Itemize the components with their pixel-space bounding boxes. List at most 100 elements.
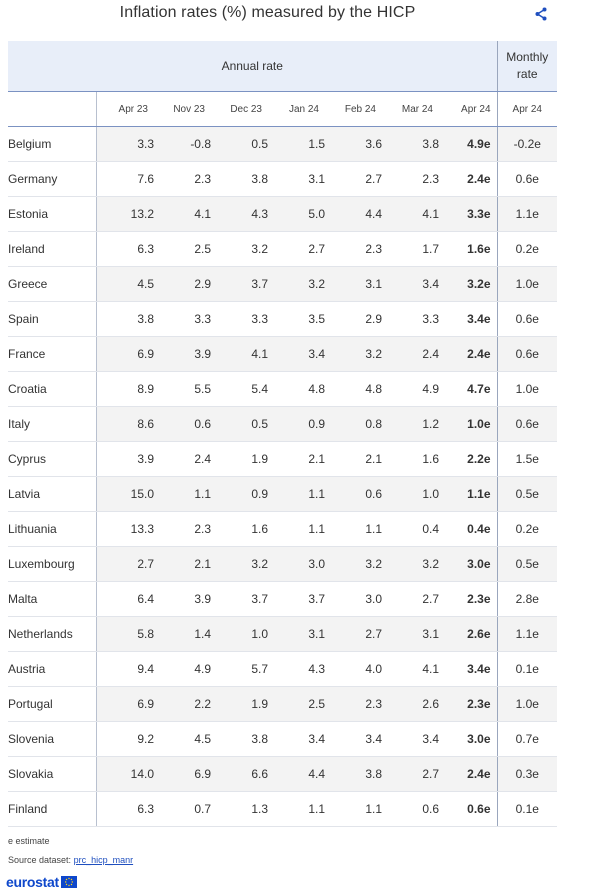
table-row: France 6.9 3.9 4.1 3.4 3.2 2.4 2.4e 0.6e bbox=[8, 336, 558, 372]
annual-rate-cell: 2.1 bbox=[268, 441, 325, 477]
annual-rate-cell: 2.3 bbox=[325, 231, 382, 267]
country-cell: Spain bbox=[8, 301, 97, 337]
table-row: Portugal 6.9 2.2 1.9 2.5 2.3 2.6 2.3e 1.0e bbox=[8, 686, 558, 722]
annual-rate-cell: 6.9 bbox=[96, 686, 154, 722]
monthly-rate-cell: 0.5e bbox=[496, 476, 558, 512]
monthly-rate-cell: 0.6e bbox=[496, 301, 558, 337]
table-row: Greece 4.5 2.9 3.7 3.2 3.1 3.4 3.2e 1.0e bbox=[8, 266, 558, 302]
monthly-rate-cell: 2.8e bbox=[496, 581, 558, 617]
share-icon[interactable] bbox=[533, 6, 549, 22]
inflation-table: Annual rate Monthly rate Apr 23 Nov 23 D… bbox=[8, 41, 558, 827]
annual-rate-cell: 3.1 bbox=[268, 616, 325, 652]
annual-rate-cell: 4.9 bbox=[382, 371, 439, 407]
table-row: Slovenia 9.2 4.5 3.8 3.4 3.4 3.4 3.0e 0.7e bbox=[8, 721, 558, 757]
annual-rate-cell: 4.1 bbox=[382, 196, 439, 232]
country-cell: Estonia bbox=[8, 196, 97, 232]
annual-rate-cell: 2.1 bbox=[325, 441, 382, 477]
source-dataset-link[interactable]: prc_hicp_manr bbox=[73, 855, 134, 865]
annual-rate-cell: 3.0e bbox=[439, 721, 498, 757]
column-header: Jan 24 bbox=[268, 91, 325, 127]
annual-rate-cell: 1.1 bbox=[268, 511, 325, 547]
annual-rate-cell: 1.1 bbox=[325, 791, 382, 827]
eurostat-logo: eurostat bbox=[6, 874, 77, 890]
annual-rate-cell: 2.9 bbox=[154, 266, 211, 302]
annual-rate-cell: 1.5 bbox=[268, 126, 325, 162]
annual-rate-cell: 1.0 bbox=[382, 476, 439, 512]
table-row: Netherlands 5.8 1.4 1.0 3.1 2.7 3.1 2.6e 1.1e bbox=[8, 616, 558, 652]
table-title: Inflation rates (%) measured by the HICP bbox=[119, 4, 416, 21]
annual-rate-cell: 6.3 bbox=[96, 791, 154, 827]
monthly-rate-cell: 0.6e bbox=[496, 161, 558, 197]
annual-rate-cell: 4.4 bbox=[325, 196, 382, 232]
column-header: Mar 24 bbox=[382, 91, 439, 127]
annual-rate-cell: 0.9 bbox=[211, 476, 268, 512]
monthly-rate-cell: 1.0e bbox=[496, 371, 558, 407]
annual-rate-cell: 3.1 bbox=[325, 266, 382, 302]
source-dataset: Source dataset: prc_hicp_manr bbox=[8, 855, 133, 865]
annual-rate-cell: 3.4 bbox=[268, 721, 325, 757]
monthly-rate-header: Monthly rate bbox=[496, 41, 558, 92]
country-cell: Netherlands bbox=[8, 616, 97, 652]
annual-rate-cell: 3.5 bbox=[268, 301, 325, 337]
annual-rate-cell: 1.1 bbox=[268, 476, 325, 512]
country-cell: Germany bbox=[8, 161, 97, 197]
annual-rate-cell: 1.6 bbox=[211, 511, 268, 547]
annual-rate-cell: 3.6 bbox=[325, 126, 382, 162]
country-cell: Portugal bbox=[8, 686, 97, 722]
table-row: Latvia 15.0 1.1 0.9 1.1 0.6 1.0 1.1e 0.5e bbox=[8, 476, 558, 512]
annual-rate-cell: 3.3 bbox=[96, 126, 154, 162]
annual-rate-cell: 2.3e bbox=[439, 581, 498, 617]
monthly-rate-cell: 0.1e bbox=[496, 651, 558, 687]
annual-rate-cell: 3.9 bbox=[96, 441, 154, 477]
table-row: Slovakia 14.0 6.9 6.6 4.4 3.8 2.7 2.4e 0.3e bbox=[8, 756, 558, 792]
annual-rate-cell: 3.7 bbox=[211, 581, 268, 617]
annual-rate-cell: 0.6 bbox=[154, 406, 211, 442]
annual-rate-cell: 4.1 bbox=[211, 336, 268, 372]
monthly-rate-cell: 1.5e bbox=[496, 441, 558, 477]
column-header: Feb 24 bbox=[325, 91, 382, 127]
annual-rate-cell: 1.1 bbox=[268, 791, 325, 827]
country-cell: Lithuania bbox=[8, 511, 97, 547]
annual-rate-cell: 3.0e bbox=[439, 546, 498, 582]
annual-rate-cell: 2.4 bbox=[154, 441, 211, 477]
annual-rate-cell: 4.8 bbox=[268, 371, 325, 407]
annual-rate-cell: 8.6 bbox=[96, 406, 154, 442]
annual-rate-cell: 0.6e bbox=[439, 791, 498, 827]
annual-rate-cell: 3.2 bbox=[382, 546, 439, 582]
annual-rate-cell: 1.6 bbox=[382, 441, 439, 477]
annual-rate-cell: 15.0 bbox=[96, 476, 154, 512]
annual-rate-cell: 1.6e bbox=[439, 231, 498, 267]
annual-rate-cell: 8.9 bbox=[96, 371, 154, 407]
table-row: Ireland 6.3 2.5 3.2 2.7 2.3 1.7 1.6e 0.2e bbox=[8, 231, 558, 267]
annual-rate-cell: 1.0 bbox=[211, 616, 268, 652]
annual-rate-cell: -0.8 bbox=[154, 126, 211, 162]
annual-rate-cell: 2.7 bbox=[382, 756, 439, 792]
country-cell: Cyprus bbox=[8, 441, 97, 477]
annual-rate-cell: 2.6 bbox=[382, 686, 439, 722]
annual-rate-cell: 0.4e bbox=[439, 511, 498, 547]
monthly-label-line1: Monthly bbox=[506, 50, 549, 64]
annual-rate-cell: 2.4e bbox=[439, 336, 498, 372]
monthly-rate-cell: 0.1e bbox=[496, 791, 558, 827]
annual-rate-cell: 1.9 bbox=[211, 686, 268, 722]
annual-rate-cell: 1.4 bbox=[154, 616, 211, 652]
annual-rate-cell: 13.2 bbox=[96, 196, 154, 232]
monthly-rate-cell: 0.6e bbox=[496, 336, 558, 372]
annual-rate-cell: 2.4 bbox=[382, 336, 439, 372]
country-cell: Slovakia bbox=[8, 756, 97, 792]
annual-rate-cell: 1.0e bbox=[439, 406, 498, 442]
column-header-row: Apr 23 Nov 23 Dec 23 Jan 24 Feb 24 Mar 2… bbox=[8, 91, 558, 127]
annual-rate-cell: 3.3 bbox=[382, 301, 439, 337]
monthly-rate-cell: 1.1e bbox=[496, 616, 558, 652]
annual-rate-cell: 2.3 bbox=[154, 161, 211, 197]
annual-rate-cell: 4.5 bbox=[96, 266, 154, 302]
annual-rate-cell: 3.2 bbox=[268, 266, 325, 302]
annual-rate-cell: 3.8 bbox=[325, 756, 382, 792]
annual-rate-cell: 0.5 bbox=[211, 406, 268, 442]
annual-rate-cell: 1.1 bbox=[325, 511, 382, 547]
annual-rate-cell: 9.2 bbox=[96, 721, 154, 757]
annual-rate-cell: 6.3 bbox=[96, 231, 154, 267]
monthly-rate-cell: 0.5e bbox=[496, 546, 558, 582]
header-group-row: Annual rate Monthly rate bbox=[8, 41, 558, 92]
column-header: Apr 24 bbox=[439, 91, 498, 127]
